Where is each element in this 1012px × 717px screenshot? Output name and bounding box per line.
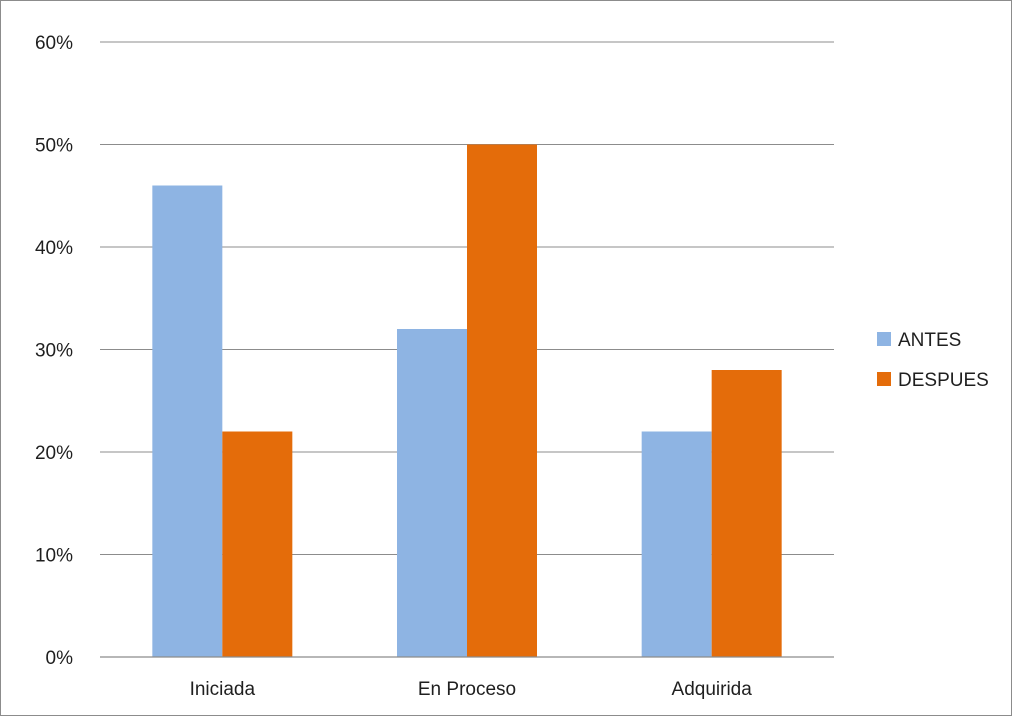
y-tick-label: 50% — [35, 136, 73, 157]
bar-antes-en-proceso — [397, 329, 467, 657]
y-tick-label: 60% — [35, 33, 73, 54]
y-tick-label: 20% — [35, 443, 73, 464]
x-category-label: En Proceso — [418, 679, 516, 700]
bars — [152, 144, 782, 657]
y-tick-label: 10% — [35, 546, 73, 567]
legend-label: ANTES — [898, 330, 961, 351]
y-tick-label: 40% — [35, 238, 73, 259]
y-tick-label: 30% — [35, 341, 73, 362]
bar-despues-adquirida — [711, 370, 782, 657]
x-category-label: Adquirida — [672, 679, 753, 700]
x-axis-categories: Iniciada En Proceso Adquirida — [190, 679, 753, 700]
bar-despues-en-proceso — [467, 144, 537, 657]
legend: ANTES DESPUES — [877, 330, 989, 391]
legend-label: DESPUES — [898, 370, 989, 391]
y-axis-ticks: 0% 10% 20% 30% 40% 50% 60% — [35, 33, 73, 669]
x-category-label: Iniciada — [190, 679, 256, 700]
bar-antes-iniciada — [152, 185, 223, 657]
legend-swatch — [877, 332, 891, 346]
bar-antes-adquirida — [641, 431, 712, 657]
y-tick-label: 0% — [46, 648, 74, 669]
bar-despues-iniciada — [222, 431, 293, 657]
legend-swatch — [877, 372, 891, 386]
